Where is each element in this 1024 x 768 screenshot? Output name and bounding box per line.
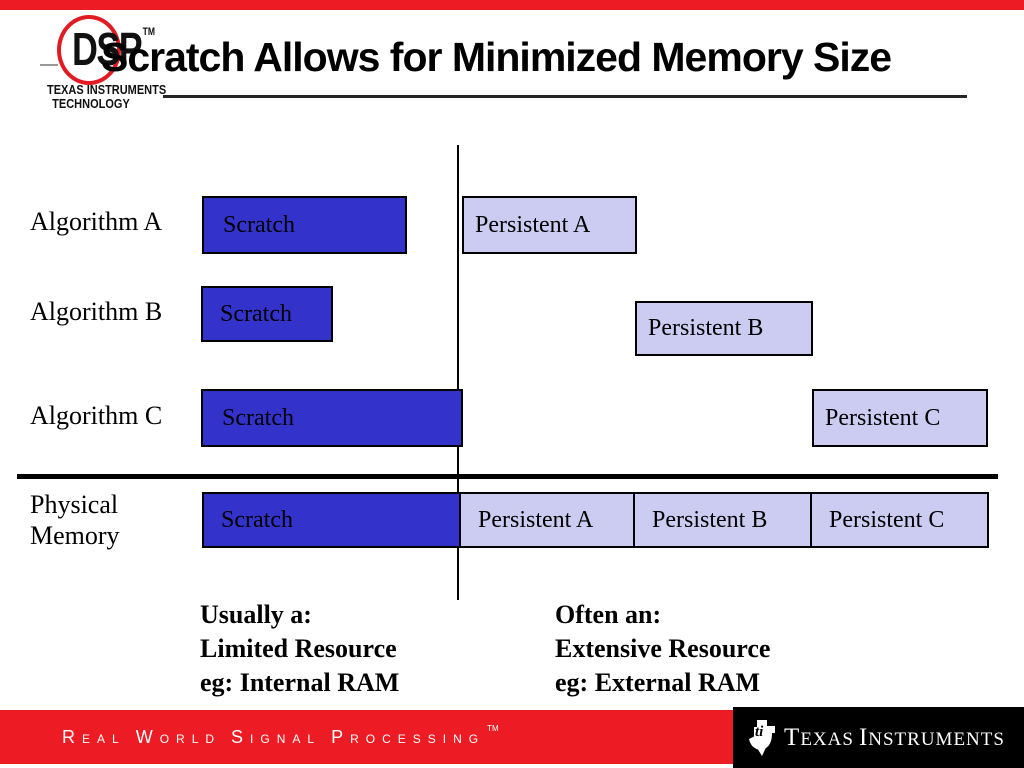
dsp-logo-wordmark: DSP TM	[72, 22, 156, 76]
scratch-box-algorithm-b: Scratch	[201, 286, 333, 342]
title-underline	[163, 95, 967, 98]
annotation-line: Usually a:	[200, 600, 312, 629]
tagline-word: Signal	[231, 726, 322, 747]
dsp-logo-caption-line1: TEXAS INSTRUMENTS	[47, 83, 167, 97]
brand-word: Instruments	[858, 723, 1005, 751]
footer-brand-bar: ti Texas Instruments	[733, 707, 1024, 768]
scratch-box-algorithm-a: Scratch	[202, 196, 407, 254]
scratch-box-label: Scratch	[223, 211, 295, 238]
persistent-box-label: Persistent A	[475, 211, 591, 238]
annotation-line: Extensive Resource	[555, 634, 771, 663]
persistent-box-algorithm-a: Persistent A	[462, 196, 637, 254]
memory-segment-persistent-a: Persistent A	[459, 494, 633, 546]
svg-text:ti: ti	[755, 724, 764, 740]
dsp-logo-text: DSP	[72, 23, 143, 75]
slide-title: Scratch Allows for Minimized Memory Size	[101, 34, 892, 80]
scratch-persistent-divider-line	[457, 145, 459, 600]
footer-tagline-bar: Real World Signal Processing TM	[0, 710, 733, 764]
persistent-box-algorithm-c: Persistent C	[812, 389, 988, 447]
dsp-logo-line	[40, 64, 58, 66]
dsp-trademark: TM	[142, 25, 156, 38]
scratch-box-label: Scratch	[220, 300, 292, 327]
persistent-box-algorithm-b: Persistent B	[635, 301, 813, 356]
annotation-line: Often an:	[555, 600, 662, 629]
annotation-line: eg: External RAM	[555, 668, 761, 697]
row-label-algorithm-c: Algorithm C	[30, 401, 163, 430]
memory-segment-persistent-c: Persistent C	[810, 494, 987, 546]
persistent-box-label: Persistent B	[648, 315, 764, 341]
memory-segment-label: Persistent B	[652, 506, 768, 533]
annotation-line: eg: Internal RAM	[200, 668, 400, 697]
physical-memory-label-line2: Memory	[30, 521, 120, 550]
annotation-line: Limited Resource	[200, 634, 397, 663]
scratch-box-label: Scratch	[222, 404, 294, 431]
row-label-physical-memory: Physical Memory	[30, 489, 120, 551]
annotation-persistent-resource: Often an: Extensive Resource eg: Externa…	[555, 598, 770, 700]
tagline-word: Processing	[331, 726, 486, 747]
persistent-box-label: Persistent C	[825, 404, 941, 431]
tagline-word: World	[135, 726, 222, 747]
memory-segment-label: Scratch	[221, 506, 293, 533]
row-label-algorithm-b: Algorithm B	[30, 297, 163, 326]
memory-segment-persistent-b: Persistent B	[633, 494, 810, 546]
dsp-logo-caption: TEXAS INSTRUMENTS TECHNOLOGY	[47, 83, 167, 111]
physical-memory-bar: Scratch Persistent A Persistent B Persis…	[202, 492, 989, 548]
texas-instruments-logo-icon: ti	[749, 719, 776, 756]
dsp-logo-caption-line2: TECHNOLOGY	[52, 96, 130, 111]
top-red-bar	[0, 0, 1024, 10]
scratch-box-algorithm-c: Scratch	[201, 389, 463, 447]
physical-memory-separator-line	[17, 474, 998, 479]
memory-segment-label: Persistent C	[829, 506, 945, 533]
tagline-word: Real	[62, 726, 126, 747]
physical-memory-label-line1: Physical	[30, 490, 119, 519]
dsp-logo-circle-icon	[57, 15, 121, 85]
row-label-algorithm-a: Algorithm A	[30, 207, 163, 236]
tagline-trademark: TM	[487, 723, 499, 733]
brand-word: Texas	[784, 723, 854, 751]
memory-segment-label: Persistent A	[478, 506, 594, 533]
annotation-scratch-resource: Usually a: Limited Resource eg: Internal…	[200, 598, 399, 700]
memory-segment-scratch: Scratch	[204, 494, 459, 546]
